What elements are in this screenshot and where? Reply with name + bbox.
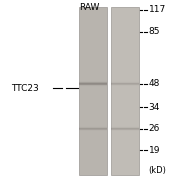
Text: 85: 85 <box>148 27 160 36</box>
Text: TTC23: TTC23 <box>11 84 39 93</box>
Bar <box>79 84 107 85</box>
Text: 19: 19 <box>148 146 160 155</box>
Bar <box>79 82 107 83</box>
Text: 26: 26 <box>148 124 160 133</box>
Bar <box>79 7 107 175</box>
Bar <box>111 7 139 175</box>
Bar <box>79 83 107 84</box>
Text: (kD): (kD) <box>148 166 166 175</box>
Text: 48: 48 <box>148 79 160 88</box>
Text: 117: 117 <box>148 5 166 14</box>
Bar <box>79 86 107 87</box>
Bar <box>79 85 107 86</box>
Bar <box>79 81 107 82</box>
Text: 34: 34 <box>148 103 160 112</box>
Text: RAW: RAW <box>79 3 99 12</box>
